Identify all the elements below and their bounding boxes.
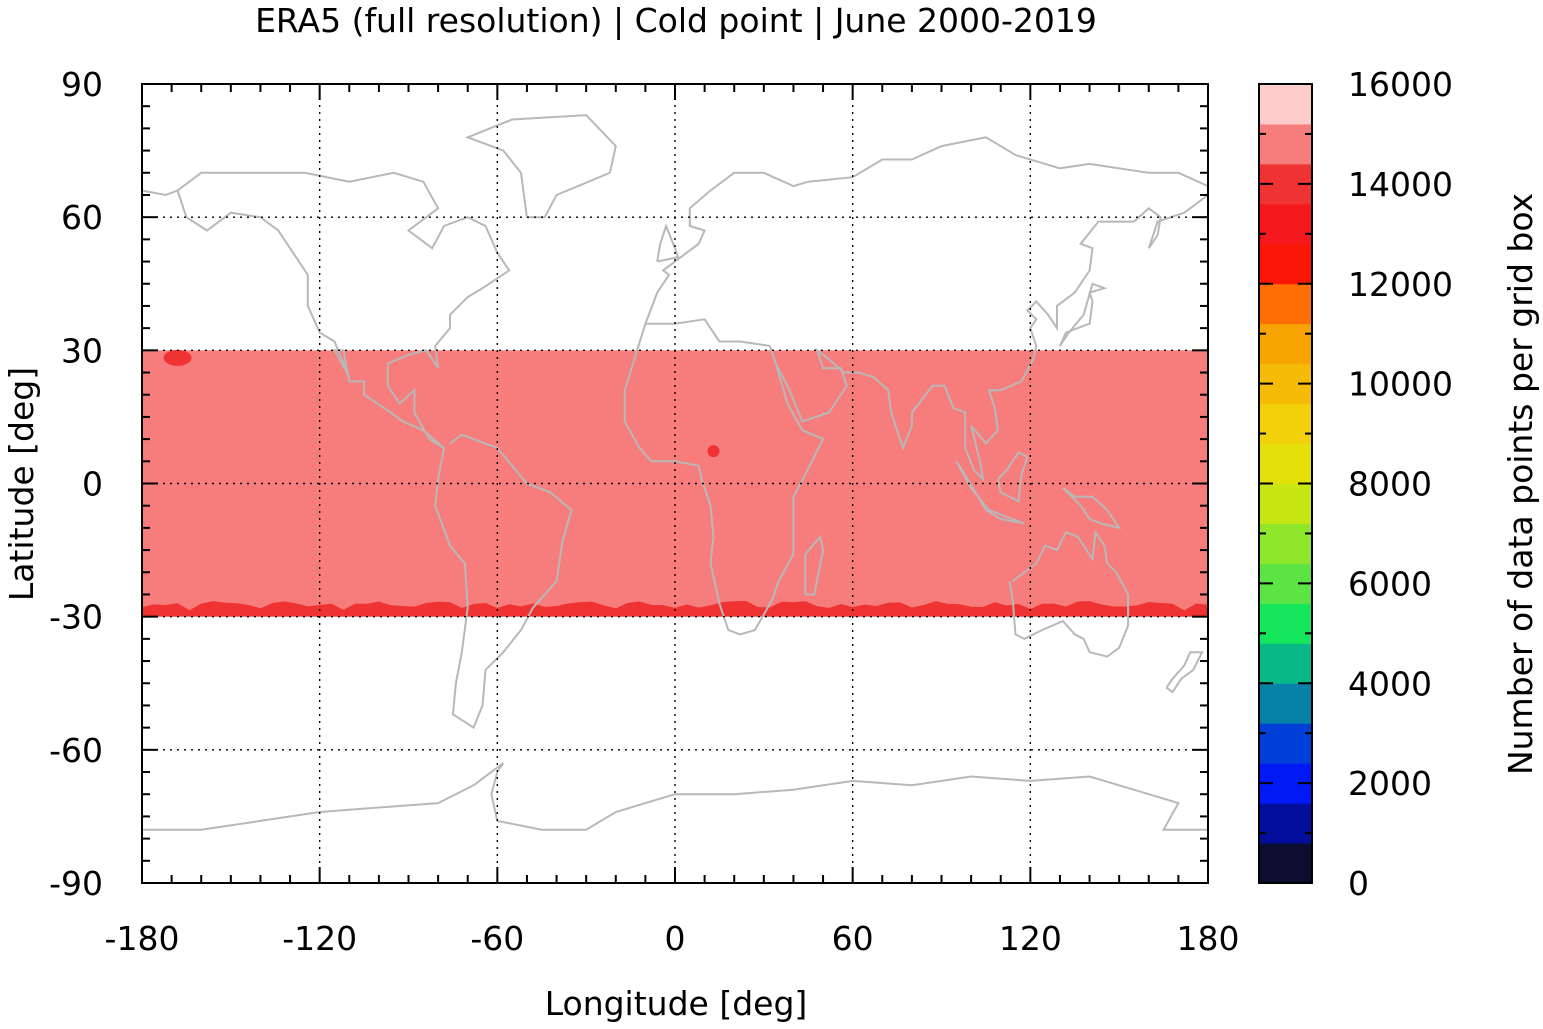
colorbar-level: [1259, 243, 1312, 285]
axis-ticks: [141, 83, 1209, 884]
y-tick-label: 0: [82, 465, 103, 504]
x-axis-title: Longitude [deg]: [545, 984, 808, 1023]
x-tick-label: 120: [999, 919, 1062, 958]
coastline-segment: [176, 171, 573, 730]
coastline-segment: [774, 194, 1209, 483]
colorbar-tick-label: 14000: [1348, 165, 1453, 204]
colorbar-tick-label: 8000: [1348, 465, 1432, 504]
x-tick-label: 180: [1177, 919, 1240, 958]
x-tick-labels: -180 -120 -60 0 60 120 180: [105, 919, 1240, 958]
colorbar-level: [1259, 123, 1312, 165]
y-tick-labels: 90 60 30 0 -30 -60 -90: [49, 65, 103, 903]
colorbar-tick-label: 2000: [1348, 764, 1432, 803]
coastline-segment: [1062, 487, 1122, 530]
y-tick-label: 30: [61, 331, 103, 370]
coastline-segment: [176, 190, 445, 449]
coastlines: [141, 114, 1209, 831]
coastline-segment: [1058, 282, 1108, 347]
colorbar-level: [1259, 723, 1312, 764]
y-tick-label: 90: [61, 65, 103, 104]
chart-title: ERA5 (full resolution) | Cold point | Ju…: [255, 1, 1097, 40]
colorbar-level: [1259, 523, 1312, 564]
x-tick-label: -60: [470, 919, 524, 958]
coastline-segment: [804, 534, 825, 596]
colorbar-tick-label: 16000: [1348, 65, 1453, 104]
x-tick-label: 0: [665, 919, 686, 958]
y-tick-label: -60: [49, 731, 103, 770]
y-tick-label: -90: [49, 864, 103, 903]
region-southern-edge: [142, 601, 1208, 617]
colorbar-level: [1259, 403, 1312, 445]
colorbar-level: [1259, 483, 1312, 524]
coastline-segment: [142, 762, 1208, 831]
x-tick-label: -120: [282, 919, 357, 958]
colorbar-level: [1259, 203, 1312, 245]
colorbar-tick-labels: 16000 14000 12000 10000 8000 6000 4000 2000 0: [1348, 65, 1453, 903]
colorbar-level: [1259, 683, 1312, 724]
grid-lines: [142, 84, 1208, 883]
y-tick-label: 60: [61, 198, 103, 237]
colorbar-level: [1259, 443, 1312, 484]
plot-frame: [141, 83, 1209, 884]
colorbar-tick-label: 4000: [1348, 664, 1432, 703]
coastline-segment: [1008, 529, 1130, 658]
colorbar-level: [1259, 84, 1312, 125]
colorbar-tick-label: 6000: [1348, 564, 1432, 603]
x-tick-label: -180: [105, 919, 180, 958]
region-spot-pacific: [163, 349, 192, 366]
colorbar-tick-label: 10000: [1348, 365, 1453, 404]
coastline-segment: [955, 460, 1025, 525]
y-tick-label: -30: [49, 598, 103, 637]
colorbar-level: [1259, 323, 1312, 365]
colorbar: [1258, 83, 1313, 884]
y-axis-title: Latitude [deg]: [2, 367, 41, 601]
coastline-segment: [141, 189, 178, 197]
colorbar-tick-label: 0: [1348, 864, 1369, 903]
region-spot-africa: [707, 445, 720, 458]
coastline-segment: [996, 451, 1029, 503]
colorbar-tick-label: 12000: [1348, 265, 1453, 304]
colorbar-level: [1259, 283, 1312, 325]
colorbar-level: [1259, 803, 1312, 844]
colorbar-level: [1259, 643, 1312, 684]
coastline-segment: [1165, 651, 1204, 694]
x-tick-label: 60: [832, 919, 874, 958]
plot-area: [141, 83, 1209, 884]
colorbar-level: [1259, 843, 1312, 884]
coastline-segment: [644, 136, 1209, 325]
coastline-segment: [464, 114, 617, 219]
colorbar-level: [1259, 603, 1312, 644]
coastline-segment: [623, 318, 825, 636]
colorbar-title: Number of data points per grid box: [1501, 193, 1540, 775]
coastline-segment: [656, 223, 680, 263]
